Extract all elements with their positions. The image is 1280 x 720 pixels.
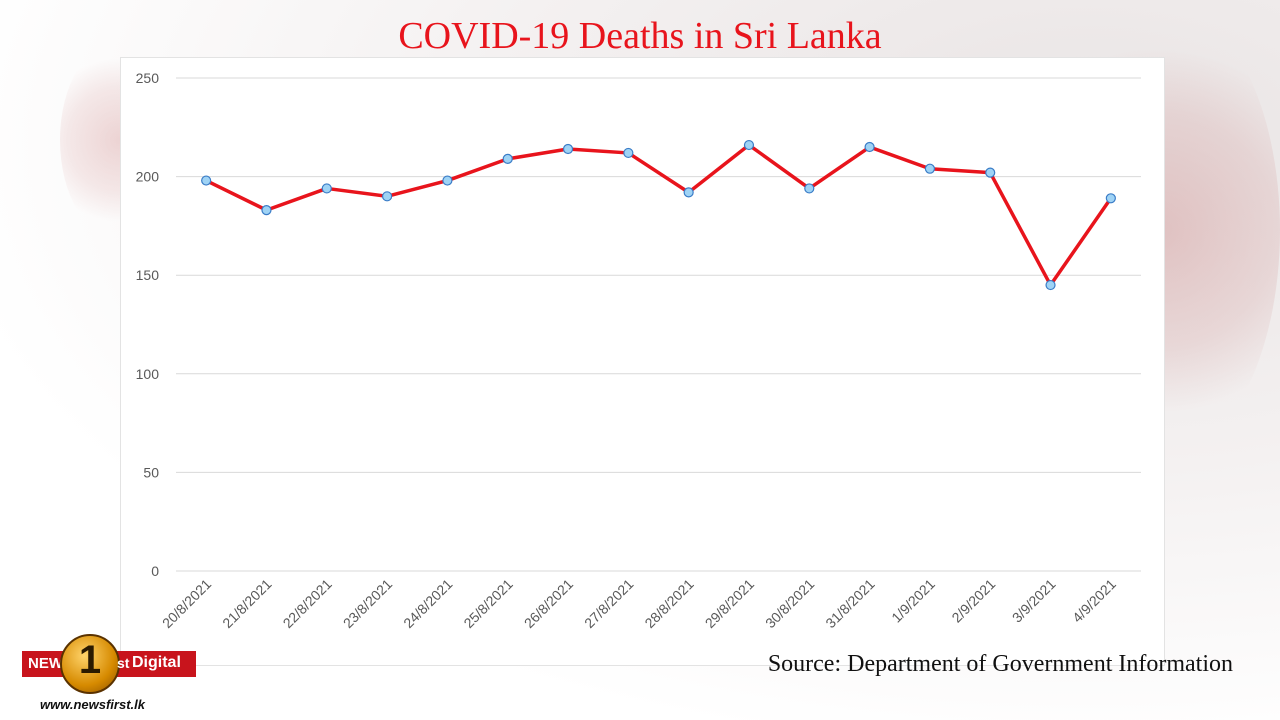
data-point: [442, 175, 453, 186]
x-tick-label: 1/9/2021: [888, 576, 938, 626]
line-chart: 0 50 100 150 200 250 20/8/2021 21/8/2021 22/8/2…: [136, 70, 1141, 632]
x-tick-label: 29/8/2021: [702, 576, 758, 632]
x-tick-label: 21/8/2021: [219, 576, 275, 632]
x-tick-label: 2/9/2021: [948, 576, 998, 626]
data-point: [623, 147, 634, 159]
x-tick-label: 26/8/2021: [521, 576, 577, 632]
data-points: [201, 139, 1116, 291]
logo-one-text: 1: [78, 638, 102, 682]
x-tick-label: 31/8/2021: [822, 576, 878, 632]
y-tick-label: 100: [136, 366, 160, 382]
x-tick-label: 4/9/2021: [1069, 576, 1119, 626]
data-point: [1105, 193, 1116, 204]
x-tick-label: 25/8/2021: [460, 576, 516, 632]
chart-title: COVID-19 Deaths in Sri Lanka: [398, 15, 882, 57]
series-line: [205, 143, 1113, 287]
x-tick-labels: 20/8/2021 21/8/2021 22/8/2021 23/8/2021 24/8…: [159, 576, 1119, 632]
data-point: [864, 141, 875, 153]
data-point: [261, 205, 272, 216]
y-tick-label: 0: [151, 563, 159, 579]
x-tick-label: 22/8/2021: [280, 576, 336, 632]
data-point: [743, 139, 755, 151]
source-note: Source: Department of Government Informa…: [767, 651, 1233, 677]
newsfirst-logo: NEWS 1 st Digital: [22, 634, 198, 696]
logo-digital-text: Digital: [132, 654, 181, 671]
data-point: [804, 183, 815, 194]
data-point: [562, 143, 574, 155]
data-point: [1045, 279, 1056, 291]
logo-circle-icon: [60, 634, 120, 694]
chart-panel: 0 50 100 150 200 250 20/8/2021 21/8/2021 22/8/2…: [120, 57, 1165, 666]
data-point: [985, 167, 996, 178]
logo-st-text: st: [117, 655, 130, 671]
x-tick-label: 23/8/2021: [340, 576, 396, 632]
y-tick-label: 50: [143, 464, 159, 480]
x-tick-label: 30/8/2021: [762, 576, 818, 632]
x-tick-label: 27/8/2021: [581, 576, 637, 632]
data-point: [321, 183, 332, 194]
data-point: [924, 163, 936, 174]
y-tick-label: 200: [136, 169, 160, 185]
grid-lines: [176, 77, 1141, 572]
y-tick-label: 150: [136, 267, 160, 283]
data-point: [381, 191, 393, 202]
data-point: [502, 153, 513, 164]
y-tick-labels: 0 50 100 150 200 250: [136, 70, 160, 579]
deaths-line: [205, 143, 1113, 287]
x-tick-label: 28/8/2021: [641, 576, 697, 632]
y-tick-label: 250: [136, 70, 160, 86]
data-point: [201, 175, 212, 186]
x-tick-label: 3/9/2021: [1009, 576, 1059, 626]
logo-url: www.newsfirst.lk: [40, 697, 145, 712]
x-tick-label: 24/8/2021: [400, 576, 456, 632]
data-point: [683, 187, 694, 198]
x-tick-label: 20/8/2021: [159, 576, 215, 632]
